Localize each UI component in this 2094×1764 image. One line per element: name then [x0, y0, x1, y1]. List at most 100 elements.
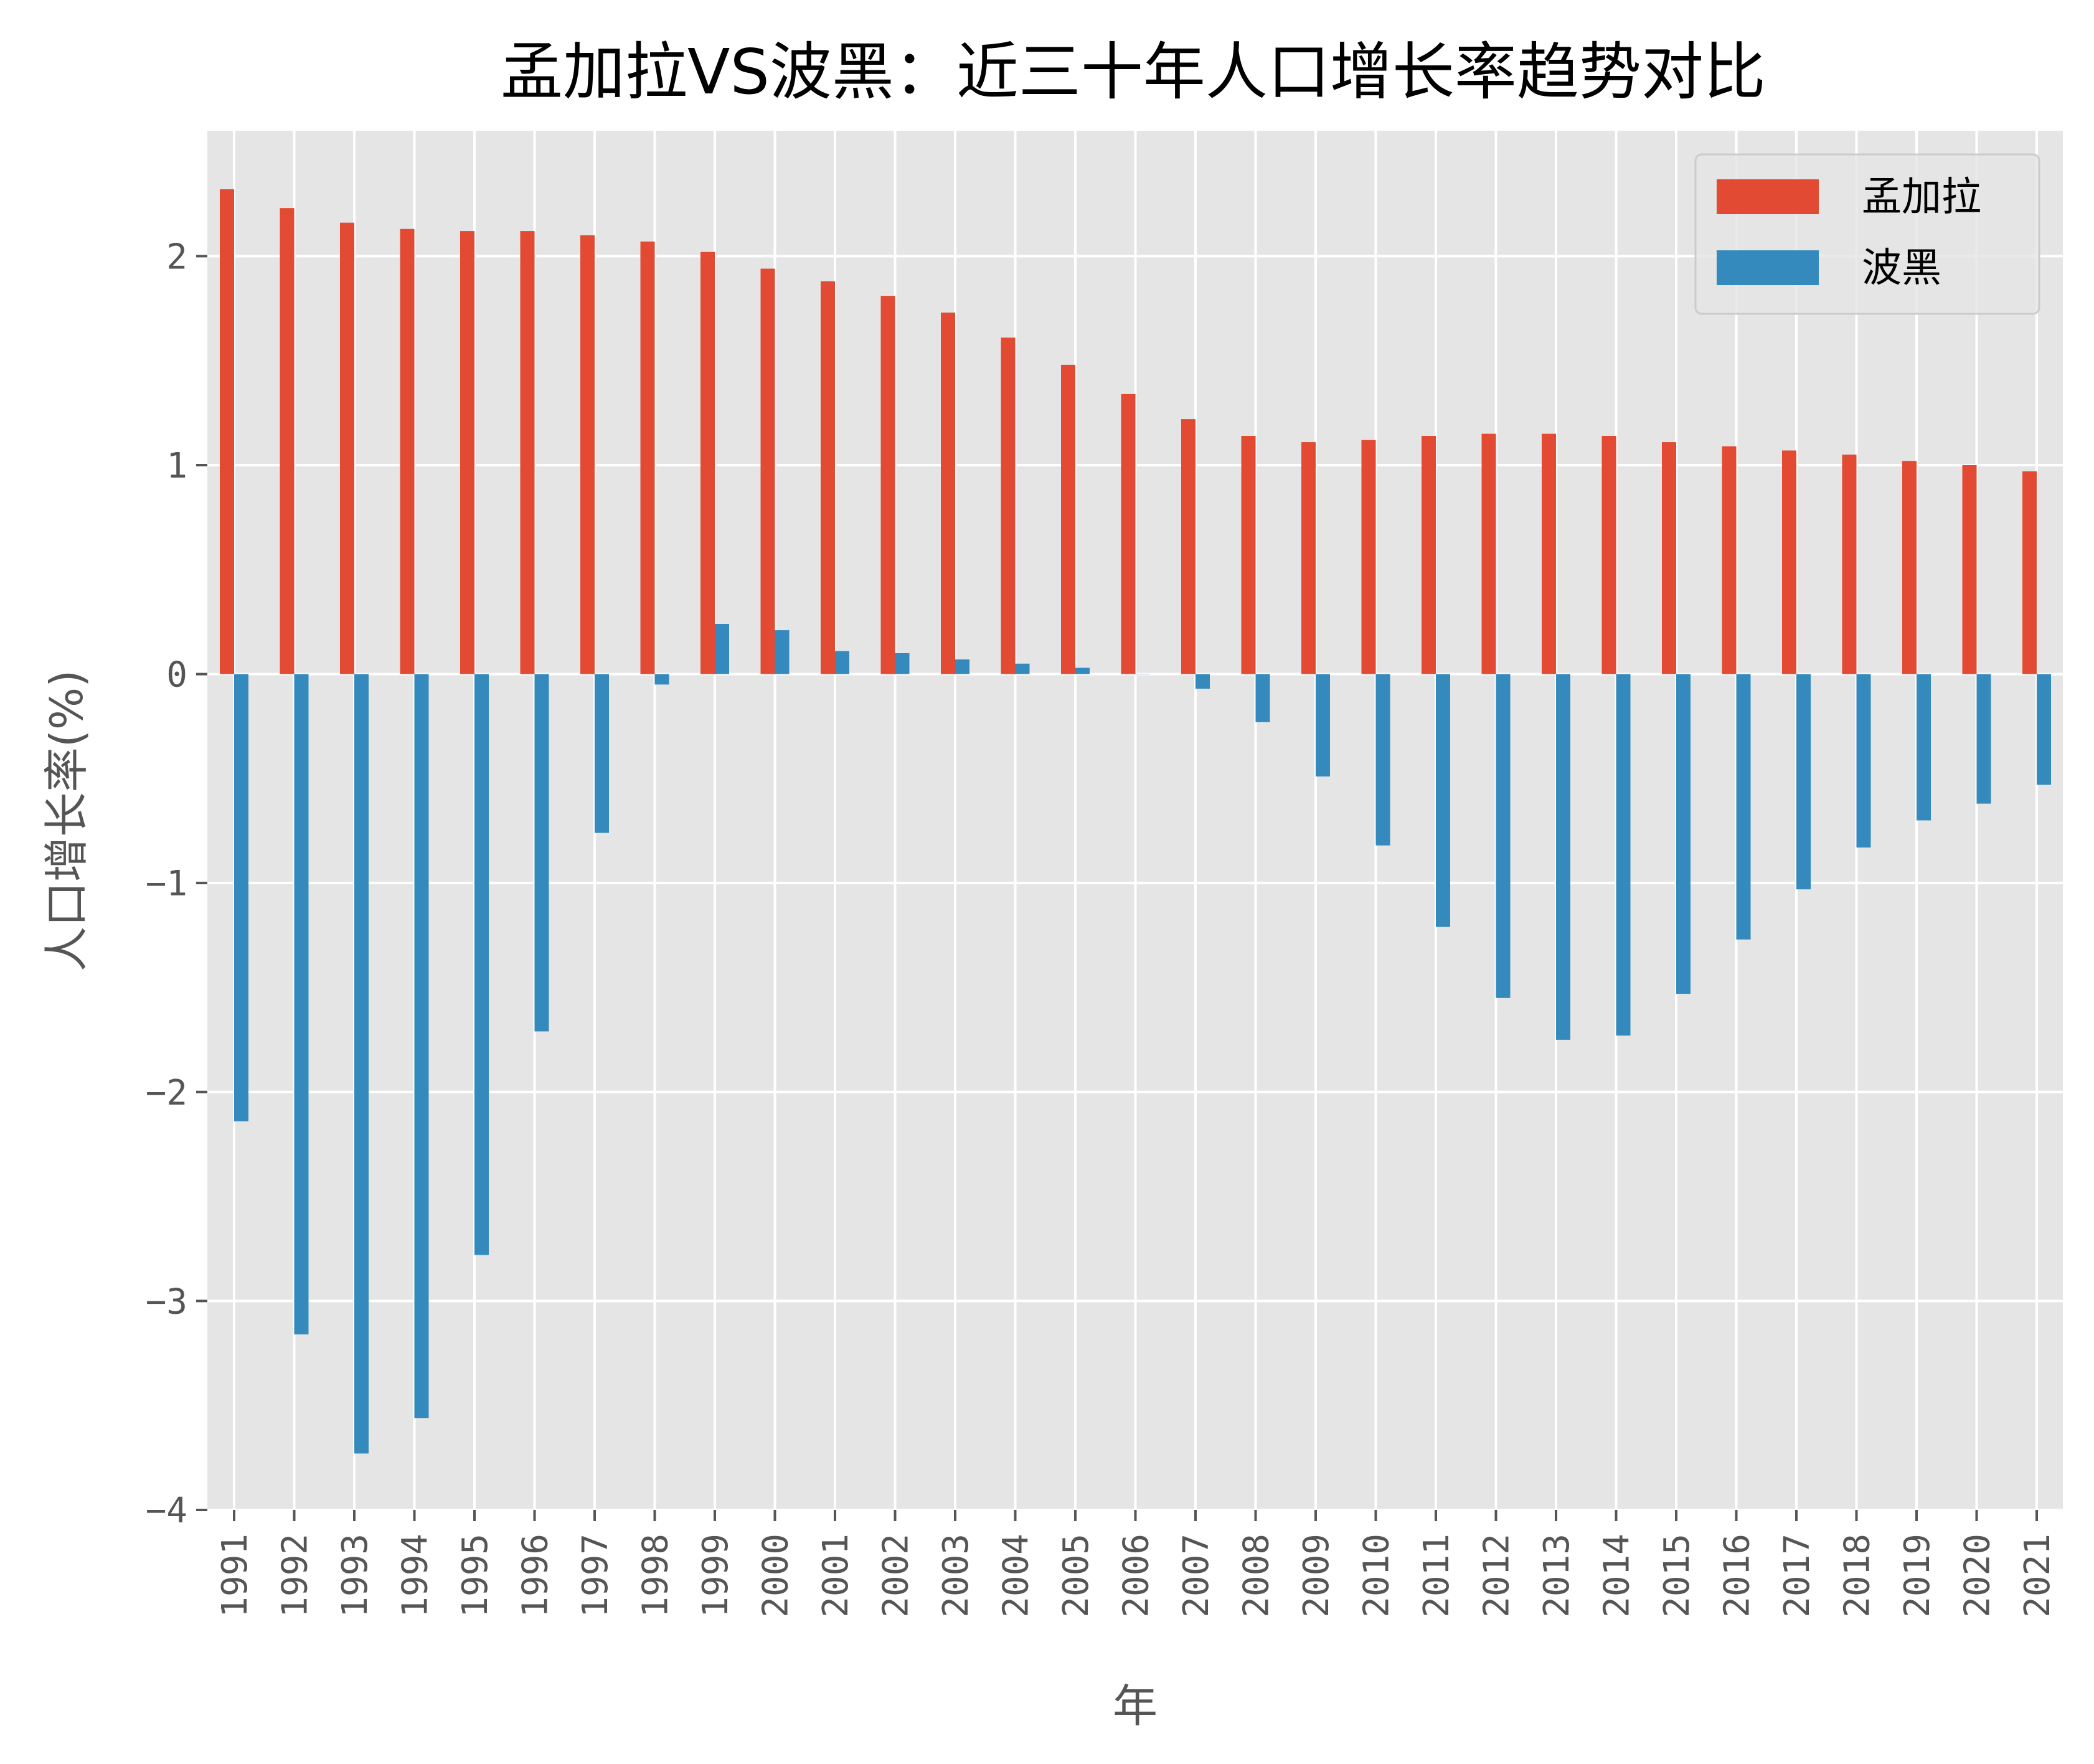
- bar-bangladesh: [520, 231, 535, 674]
- x-tick-label: 2012: [1477, 1534, 1517, 1618]
- x-tick-label: 2003: [936, 1534, 976, 1618]
- x-tick-label: 1999: [696, 1534, 736, 1618]
- legend: 孟加拉 波黑: [1694, 153, 2040, 315]
- x-tick-label: 2009: [1296, 1534, 1337, 1618]
- bar-bangladesh: [700, 252, 715, 674]
- x-tick-label: 2008: [1237, 1534, 1277, 1618]
- y-tick-label: −4: [146, 1491, 187, 1531]
- x-tick-label: 1991: [215, 1534, 255, 1618]
- y-axis-label: 人口增长率(%): [40, 670, 93, 972]
- bar-bosnia: [1856, 674, 1871, 848]
- x-tick-label: 2020: [1958, 1534, 1998, 1618]
- x-tick-label: 2006: [1116, 1534, 1157, 1618]
- y-tick-label: −2: [146, 1073, 187, 1113]
- y-tick-label: −1: [146, 864, 187, 904]
- x-tick-label: 1996: [516, 1534, 556, 1618]
- axes: −4 −3 −2 −1 0 1 2 1991 1992 1993 1994 1995 1996 1997 1…: [146, 237, 2058, 1617]
- bar-bosnia: [1316, 674, 1330, 777]
- x-tick-label: 1995: [455, 1534, 496, 1618]
- y-tick-label: 2: [166, 237, 187, 277]
- legend-label-bosnia: 波黑: [1862, 245, 1941, 291]
- x-tick-label: 2018: [1837, 1534, 1878, 1618]
- bar-bosnia: [1676, 674, 1691, 994]
- bar-bosnia: [775, 630, 790, 674]
- x-tick-label: 2021: [2017, 1534, 2058, 1618]
- bar-bosnia: [1015, 663, 1030, 674]
- bar-bangladesh: [460, 231, 474, 674]
- x-tick-label: 2001: [816, 1534, 856, 1618]
- bar-bosnia: [715, 624, 729, 674]
- x-tick-label: 2014: [1597, 1534, 1638, 1618]
- bar-bangladesh: [1061, 364, 1075, 674]
- bar-bangladesh: [1481, 433, 1496, 674]
- bar-bangladesh: [941, 312, 955, 674]
- bar-bangladesh: [2022, 471, 2037, 674]
- x-tick-label: 2007: [1176, 1534, 1217, 1618]
- bar-bangladesh: [1241, 435, 1256, 674]
- bar-bosnia: [354, 674, 369, 1454]
- x-tick-label: 2016: [1717, 1534, 1758, 1618]
- bar-bangladesh: [400, 229, 415, 674]
- bar-bosnia: [534, 674, 549, 1032]
- bar-bosnia: [654, 674, 669, 685]
- x-tick-label: 1994: [395, 1534, 436, 1618]
- x-tick-label: 2015: [1657, 1534, 1697, 1618]
- x-tick-label: 2002: [876, 1534, 917, 1618]
- x-axis-label: 年: [1113, 1680, 1158, 1732]
- bar-bangladesh: [580, 235, 595, 674]
- bar-bangladesh: [760, 268, 775, 674]
- x-tick-label: 2013: [1537, 1534, 1577, 1618]
- bar-bosnia: [1976, 674, 1991, 804]
- legend-swatch-bangladesh: [1717, 179, 1819, 214]
- bar-bosnia: [1075, 667, 1090, 674]
- bar-bangladesh: [1662, 442, 1676, 674]
- bar-bosnia: [595, 674, 609, 833]
- bar-bangladesh: [1902, 461, 1917, 674]
- bar-bangladesh: [1361, 440, 1376, 674]
- x-tick-label: 2017: [1777, 1534, 1818, 1618]
- bar-bangladesh: [1962, 465, 1977, 674]
- bar-bosnia: [2037, 674, 2051, 785]
- bar-bangladesh: [880, 296, 895, 674]
- x-tick-label: 2005: [1056, 1534, 1097, 1618]
- bar-bosnia: [1375, 674, 1390, 846]
- legend-label-bangladesh: 孟加拉: [1862, 174, 1981, 220]
- bar-bangladesh: [821, 281, 835, 674]
- y-tick-label: 1: [166, 446, 187, 486]
- bar-bangladesh: [280, 208, 295, 674]
- bar-bosnia: [294, 674, 309, 1335]
- bar-bosnia: [955, 659, 969, 674]
- x-tick-label: 1993: [335, 1534, 375, 1618]
- x-tick-label: 2010: [1357, 1534, 1397, 1618]
- y-tick-label: 0: [166, 655, 187, 696]
- bar-bosnia: [1196, 674, 1210, 689]
- x-tick-label: 2019: [1897, 1534, 1938, 1618]
- bar-bangladesh: [1301, 442, 1316, 674]
- bar-bosnia: [1135, 674, 1150, 675]
- bar-bangladesh: [1422, 435, 1436, 674]
- bar-bangladesh: [1181, 419, 1196, 674]
- bar-bosnia: [1556, 674, 1570, 1040]
- bar-bosnia: [1917, 674, 1931, 821]
- legend-swatch-bosnia: [1717, 250, 1819, 285]
- bar-bosnia: [1616, 674, 1631, 1036]
- x-tick-label: 2000: [756, 1534, 796, 1618]
- bar-bangladesh: [640, 241, 655, 674]
- bar-bosnia: [1496, 674, 1511, 998]
- bar-bosnia: [234, 674, 248, 1121]
- bar-bangladesh: [340, 222, 354, 674]
- x-tick-label: 1998: [636, 1534, 676, 1618]
- x-tick-label: 1997: [575, 1534, 616, 1618]
- bar-bosnia: [414, 674, 429, 1418]
- bar-bosnia: [1736, 674, 1751, 940]
- chart-title: 孟加拉VS波黑：近三十年人口增长率趋势对比: [501, 35, 1766, 108]
- x-tick-label: 2011: [1417, 1534, 1457, 1618]
- bar-bangladesh: [1121, 394, 1136, 674]
- bar-bangladesh: [1542, 433, 1556, 674]
- bar-bosnia: [835, 651, 849, 674]
- x-tick-label: 2004: [996, 1534, 1037, 1618]
- x-tick-label: 1992: [275, 1534, 316, 1618]
- bars: [220, 189, 2051, 1454]
